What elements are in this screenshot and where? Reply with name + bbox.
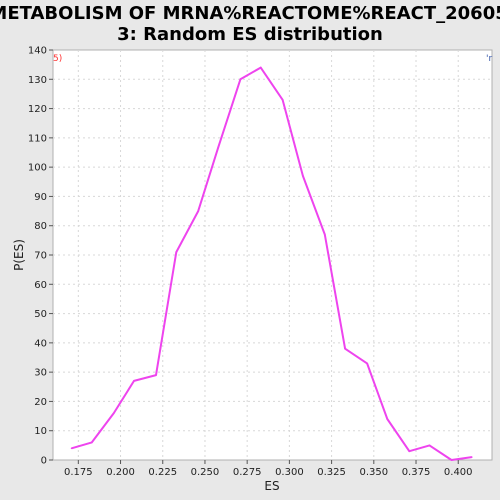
x-tick-label: 0.200 — [106, 467, 135, 478]
data-point — [133, 380, 135, 382]
y-tick-label: 110 — [28, 133, 47, 144]
data-point — [112, 412, 115, 414]
y-tick-label: 10 — [34, 426, 47, 437]
x-tick-label: 0.250 — [191, 467, 220, 478]
y-tick-label: 90 — [34, 192, 47, 203]
x-axis-label: ES — [264, 479, 279, 493]
data-point — [302, 175, 304, 177]
data-point — [408, 450, 411, 453]
corner-label-left: 5) — [53, 54, 62, 64]
y-tick-label: 60 — [34, 280, 47, 291]
x-tick-label: 0.275 — [233, 467, 262, 478]
data-point — [259, 66, 262, 69]
y-tick-label: 20 — [34, 397, 47, 408]
y-axis-label: P(ES) — [12, 239, 26, 271]
data-point — [428, 444, 431, 447]
x-tick-label: 0.350 — [359, 467, 388, 478]
data-point — [197, 210, 200, 212]
x-tick-label: 0.400 — [444, 467, 473, 478]
grid — [53, 50, 492, 460]
chart-title-line-2: 3: Random ES distribution — [117, 24, 383, 45]
x-tick-label: 0.300 — [275, 467, 304, 478]
corner-label-right: 'r — [486, 54, 492, 64]
y-tick-label: 140 — [28, 46, 47, 57]
x-tick-label: 0.375 — [402, 467, 431, 478]
y-tick-label: 40 — [34, 338, 47, 349]
y-tick-labels: 0 10 20 30 40 50 60 70 80 90 100 110 120 130 140 — [28, 46, 47, 467]
data-point — [450, 459, 453, 461]
y-tick-label: 0 — [41, 456, 47, 467]
data-point — [470, 456, 473, 458]
y-tick-label: 100 — [28, 163, 47, 174]
y-tick-label: 70 — [34, 251, 47, 262]
y-tick-label: 120 — [28, 104, 47, 115]
data-point — [386, 418, 389, 420]
axes — [49, 49, 459, 464]
series-line — [71, 66, 472, 461]
data-point — [344, 347, 346, 350]
x-tick-labels: 0.175 0.200 0.225 0.250 0.275 0.300 0.325 0.350… — [64, 467, 473, 478]
data-point — [366, 362, 368, 365]
chart-title-line-1: METABOLISM OF MRNA%REACTOME%REACT_20605. — [0, 3, 500, 24]
data-point — [155, 374, 157, 376]
series — [70, 66, 473, 461]
y-tick-label: 30 — [34, 368, 47, 379]
x-tick-label: 0.175 — [64, 467, 93, 478]
data-point — [175, 251, 178, 253]
data-point — [281, 98, 284, 101]
data-point — [239, 78, 242, 81]
x-tick-label: 0.325 — [317, 467, 346, 478]
x-tick-label: 0.225 — [148, 467, 177, 478]
y-tick-label: 80 — [34, 221, 47, 232]
data-point — [324, 233, 326, 236]
data-point — [91, 441, 93, 444]
data-point — [70, 447, 73, 450]
y-tick-label: 130 — [28, 75, 47, 86]
data-point — [217, 145, 220, 148]
y-tick-label: 50 — [34, 309, 47, 320]
